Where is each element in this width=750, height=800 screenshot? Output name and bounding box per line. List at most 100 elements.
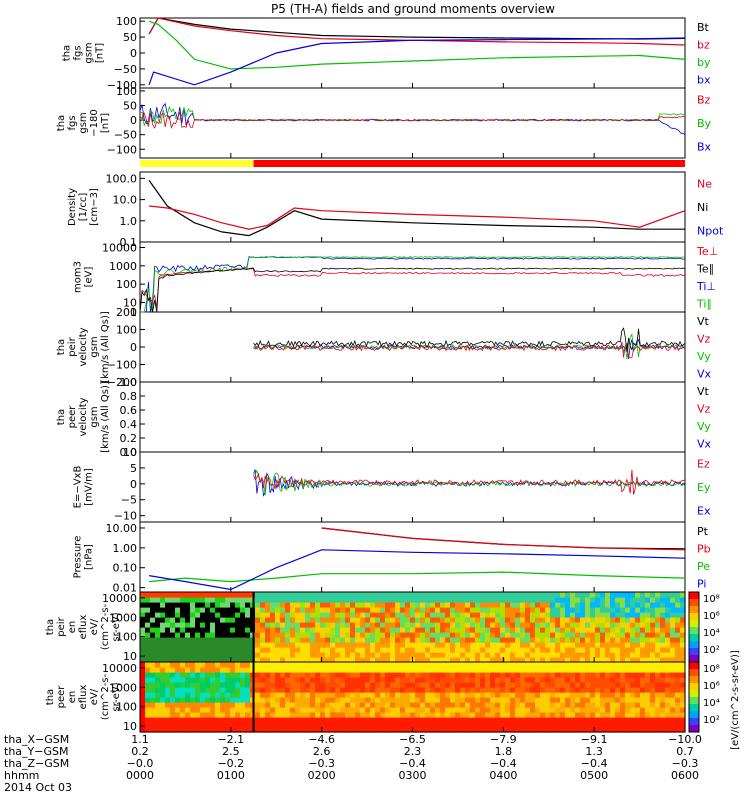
- x-tick-label: 0000: [126, 769, 154, 782]
- x-tick-label: −0.2: [217, 757, 244, 770]
- legend-entry: Vt: [697, 385, 710, 398]
- panel-peir_spec: 10000 1000 100 10 tha peir en eflux eV/(cm^2-s-s…: [45, 591, 720, 663]
- y-tick-label: 1000: [109, 260, 137, 273]
- x-tick-label: 0300: [399, 769, 427, 782]
- x-tick-label: −9.1: [581, 733, 608, 746]
- y-tick-label: 0: [130, 341, 137, 354]
- colorbar-tick: 10²: [703, 645, 720, 656]
- colorbar-label: [eV/(cm^2-s-sr-eV)]: [730, 650, 741, 750]
- y-axis-label: [1/cc]: [78, 193, 89, 222]
- y-tick-label: 10000: [102, 592, 137, 605]
- panel-peer_vel: 1.00.80.60.40.20.0 tha peer velocity gsm [km/…: [56, 376, 712, 459]
- x-tick-label: −7.9: [490, 733, 517, 746]
- series-by: [148, 20, 686, 70]
- mode-bar-slow: [140, 160, 254, 167]
- y-axis-label: eflux: [78, 615, 89, 640]
- y-tick-label: 10: [123, 650, 137, 663]
- y-axis-label: gsm: [84, 42, 95, 63]
- panel-pressure: 10.00 1.00 0.10 0.01 Pressure [nPa] Pt Pb Pe Pi: [73, 521, 711, 595]
- panel-efield: 10 5 0 −5 −10 E=−VxB [mV/m] Ez Ey Ex: [73, 446, 711, 523]
- y-axis-label: gsm: [89, 336, 100, 357]
- y-tick-label: −100: [107, 143, 137, 156]
- colorbar: 10⁸ 10⁶ 10⁴ 10²: [688, 661, 720, 733]
- x-tick-label: −0.4: [581, 757, 608, 770]
- y-axis-label: peer: [67, 405, 78, 429]
- x-tick-label: −6.5: [399, 733, 426, 746]
- y-axis-label: tha: [45, 619, 56, 635]
- panel-temp: 10000 1000 100 101 mom3 [eV] Te⊥ Te∥ Ti⊥ Ti∥: [73, 241, 718, 319]
- panel-frame: [139, 381, 686, 453]
- y-tick-label: 1000: [109, 681, 137, 694]
- y-tick-label: 100: [116, 15, 137, 28]
- colorbar-tick: 10⁶: [703, 681, 720, 692]
- y-tick-label: 10000: [102, 242, 137, 255]
- y-axis-label: tha: [62, 45, 73, 61]
- x-tick-label: −0.3: [672, 757, 699, 770]
- legend-entry: Ey: [697, 481, 711, 494]
- y-axis-label: velocity: [78, 397, 89, 436]
- y-axis-label: (cm^2-s-: [100, 603, 111, 650]
- series-Ne: [149, 205, 686, 230]
- legend-entry: Vz: [697, 402, 711, 415]
- x-tick-label: 0200: [308, 769, 336, 782]
- y-tick-label: −50: [114, 63, 137, 76]
- y-axis-label: mom3: [73, 261, 84, 293]
- panel-peer_spec: 10000 1000 100 10 tha peer en eflux eV/(cm^2-s-s…: [45, 661, 720, 733]
- legend-entry: Ti⊥: [696, 280, 716, 293]
- panel-frame: [139, 311, 686, 383]
- y-tick-label: 0.8: [120, 390, 138, 403]
- y-tick-label: 100: [116, 85, 137, 98]
- legend-entry: Bt: [697, 21, 710, 34]
- y-tick-label: 10: [123, 296, 137, 309]
- x-row-label: tha_Y−GSM: [4, 745, 68, 758]
- x-tick-label: 1.3: [585, 745, 603, 758]
- y-tick-label: 50: [123, 31, 137, 44]
- x-tick-label: 0.2: [131, 745, 149, 758]
- y-tick-label: 100: [116, 701, 137, 714]
- x-tick-label: 0600: [671, 769, 699, 782]
- y-axis-label: peir: [56, 616, 67, 636]
- x-tick-label: 0100: [217, 769, 245, 782]
- y-axis-label: tha: [56, 115, 67, 131]
- legend-entry: Bz: [697, 94, 711, 107]
- x-tick-label: −0.4: [490, 757, 517, 770]
- y-axis-label: [mV/m]: [84, 468, 95, 506]
- y-axis-label: −180: [89, 109, 100, 136]
- y-tick-label: 0.01: [113, 582, 138, 595]
- trace: [139, 102, 686, 136]
- x-tick-label: 1.1: [131, 733, 149, 746]
- series-Bt: [148, 17, 686, 40]
- x-row-label: 2014 Oct 03: [4, 781, 72, 794]
- legend-entry: bz: [697, 38, 710, 51]
- legend-entry: Pt: [697, 525, 709, 538]
- series-Pe: [149, 571, 686, 583]
- y-tick-label: 0: [130, 478, 137, 491]
- x-tick-label: −0.0: [127, 757, 154, 770]
- x-tick-label: −10.0: [668, 733, 702, 746]
- trace: [139, 268, 686, 313]
- legend-entry: Vt: [697, 315, 710, 328]
- chart-title: P5 (TH-A) fields and ground moments over…: [271, 2, 555, 16]
- y-axis-label: [km/s (All Qs)]: [100, 381, 111, 453]
- y-tick-label: −5: [121, 494, 137, 507]
- y-tick-label: −10: [114, 510, 137, 523]
- y-tick-label: 100: [116, 631, 137, 644]
- legend-entry: Vy: [697, 420, 711, 433]
- panel-frame: [139, 451, 686, 523]
- legend-entry: Pb: [697, 542, 711, 555]
- y-axis-label: velocity: [78, 327, 89, 366]
- colorbar-tick: 10²: [703, 715, 720, 726]
- y-axis-label: peir: [67, 336, 78, 356]
- panel-frame: [139, 241, 686, 313]
- y-tick-label: 0: [130, 114, 137, 127]
- legend-entry: Ex: [697, 504, 711, 517]
- y-axis-label: [eV]: [84, 267, 95, 288]
- legend-entry: Te∥: [696, 262, 714, 275]
- legend-entry: Te⊥: [696, 245, 718, 258]
- trace: [139, 105, 686, 127]
- y-axis-label: (cm^2-s-: [100, 673, 111, 720]
- y-axis-label: tha: [45, 689, 56, 705]
